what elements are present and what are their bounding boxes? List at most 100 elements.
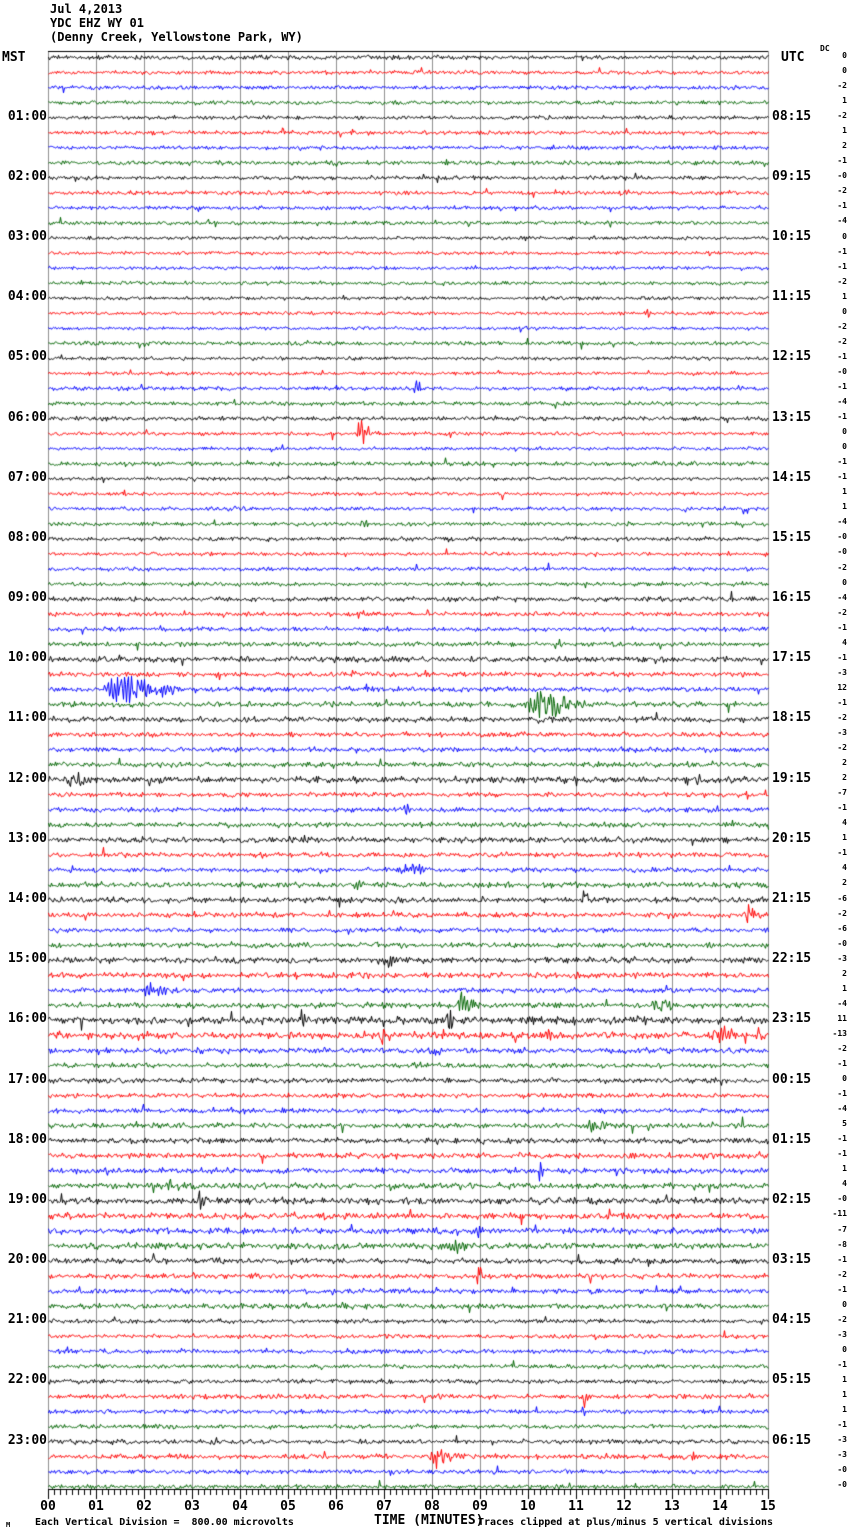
dc-value: 2 — [842, 141, 847, 151]
dc-value: -0 — [837, 532, 847, 542]
minute-label: 11 — [568, 1499, 584, 1514]
utc-time-label: 19:15 — [772, 770, 812, 786]
minute-label: 09 — [472, 1499, 488, 1514]
dc-value: -11 — [832, 1209, 847, 1219]
utc-time-label: 10:15 — [772, 229, 812, 245]
minute-label: 01 — [88, 1499, 104, 1514]
mst-time-label: 14:00 — [7, 891, 47, 907]
dc-value: -0 — [837, 366, 847, 376]
dc-value: -4 — [837, 998, 847, 1008]
dc-value: -1 — [837, 848, 847, 858]
dc-value: -2 — [837, 607, 847, 617]
minute-label: 06 — [328, 1499, 344, 1514]
dc-value: -8 — [837, 1239, 847, 1249]
dc-value: -4 — [837, 592, 847, 602]
utc-time-label: 04:15 — [772, 1312, 812, 1328]
dc-value: -4 — [837, 1104, 847, 1114]
dc-value: 2 — [842, 758, 847, 768]
dc-value: -2 — [837, 81, 847, 91]
dc-value: 0 — [842, 427, 847, 437]
station-id-label: YDC EHZ WY 01 — [50, 16, 144, 30]
scale-note: Each Vertical Division = 800.00 microvol… — [35, 1517, 294, 1528]
dc-value: 2 — [842, 968, 847, 978]
utc-time-label: 12:15 — [772, 349, 812, 365]
dc-value: -2 — [837, 562, 847, 572]
dc-value: -1 — [837, 1359, 847, 1369]
dc-value: 11 — [837, 1013, 847, 1023]
dc-value: -0 — [837, 547, 847, 557]
dc-value: -0 — [837, 171, 847, 181]
utc-time-label: 06:15 — [772, 1432, 812, 1448]
dc-value: -1 — [837, 1089, 847, 1099]
dc-value: -0 — [837, 1480, 847, 1490]
dc-value: 1 — [842, 983, 847, 993]
dc-value: -1 — [837, 1284, 847, 1294]
utc-time-label: 03:15 — [772, 1252, 812, 1268]
dc-column-header: DC — [820, 44, 830, 53]
dc-value: -2 — [837, 186, 847, 196]
dc-value: 4 — [842, 1179, 847, 1189]
minute-label: 15 — [760, 1499, 776, 1514]
corner-mark: M — [6, 1521, 11, 1529]
dc-value: 1 — [842, 96, 847, 106]
dc-value: 1 — [842, 1374, 847, 1384]
dc-value: -7 — [837, 788, 847, 798]
mst-time-label: 07:00 — [7, 469, 47, 485]
mst-time-label: 03:00 — [7, 229, 47, 245]
dc-value: 2 — [842, 878, 847, 888]
mst-timezone-header: MST — [2, 50, 26, 65]
dc-value: -6 — [837, 923, 847, 933]
dc-value: -3 — [837, 728, 847, 738]
dc-value: 0 — [842, 1299, 847, 1309]
dc-value: 1 — [842, 1164, 847, 1174]
utc-time-label: 21:15 — [772, 891, 812, 907]
dc-value: -1 — [837, 1254, 847, 1264]
minute-label: 04 — [232, 1499, 248, 1514]
dc-value: -2 — [837, 1269, 847, 1279]
dc-value: -1 — [837, 1059, 847, 1068]
minute-label: 14 — [712, 1499, 728, 1514]
minute-label: 03 — [184, 1499, 200, 1514]
dc-value: -2 — [837, 336, 847, 346]
dc-value: 2 — [842, 773, 847, 783]
mst-time-label: 04:00 — [7, 289, 47, 305]
dc-value: -2 — [837, 1314, 847, 1324]
dc-value: -3 — [837, 1450, 847, 1460]
utc-time-label: 15:15 — [772, 529, 812, 545]
dc-value: 1 — [842, 1405, 847, 1415]
dc-value: -2 — [837, 908, 847, 918]
minute-label: 12 — [616, 1499, 632, 1514]
dc-value: -1 — [837, 381, 847, 391]
dc-value: -13 — [832, 1028, 847, 1038]
utc-time-label: 20:15 — [772, 830, 812, 846]
dc-value: 1 — [842, 291, 847, 301]
mst-time-label: 19:00 — [7, 1191, 47, 1207]
dc-value: 4 — [842, 637, 847, 647]
dc-value: -0 — [837, 938, 847, 948]
utc-time-label: 00:15 — [772, 1071, 812, 1087]
date-label: Jul 4,2013 — [50, 2, 123, 16]
mst-time-label: 18:00 — [7, 1131, 47, 1147]
dc-value: -2 — [837, 111, 847, 121]
minute-label: 05 — [280, 1499, 296, 1514]
mst-time-label: 01:00 — [7, 108, 47, 124]
utc-time-label: 23:15 — [772, 1011, 812, 1027]
utc-time-label: 16:15 — [772, 590, 812, 606]
dc-value: -1 — [837, 803, 847, 813]
dc-value: -2 — [837, 1043, 847, 1053]
dc-value: -1 — [837, 261, 847, 271]
dc-value: 1 — [842, 1390, 847, 1399]
time-axis-title: TIME (MINUTES) — [374, 1513, 484, 1528]
dc-value: 1 — [842, 126, 847, 136]
dc-value: -7 — [837, 1224, 847, 1234]
dc-value: 0 — [842, 442, 847, 452]
dc-value: -4 — [837, 517, 847, 527]
dc-value: -1 — [837, 1134, 847, 1144]
minute-label: 10 — [520, 1499, 536, 1514]
utc-time-label: 18:15 — [772, 710, 812, 726]
mst-time-label: 16:00 — [7, 1011, 47, 1027]
dc-value: 0 — [842, 306, 847, 316]
dc-value: 0 — [842, 577, 847, 587]
